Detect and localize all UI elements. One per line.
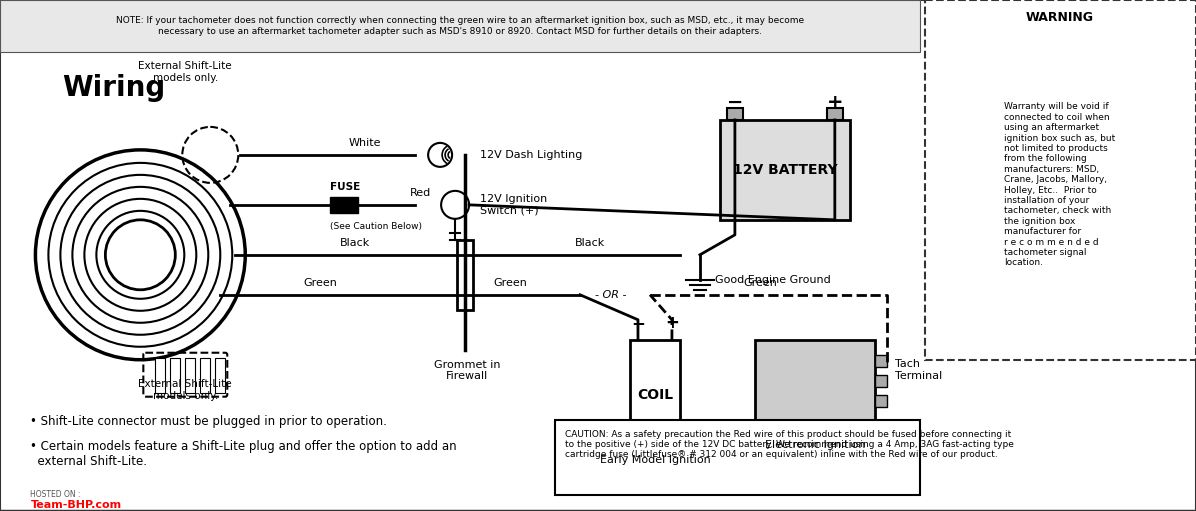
Bar xyxy=(155,358,165,393)
Bar xyxy=(630,340,681,435)
Bar xyxy=(555,420,920,495)
Bar xyxy=(925,0,1196,360)
Bar xyxy=(170,358,181,393)
Text: WARNING: WARNING xyxy=(1026,11,1093,25)
Bar xyxy=(874,375,886,387)
Text: COIL: COIL xyxy=(637,388,673,402)
Text: CAUTION: As a safety precaution the Red wire of this product should be fused bef: CAUTION: As a safety precaution the Red … xyxy=(565,430,1014,459)
Text: NOTE: If your tachometer does not function correctly when connecting the green w: NOTE: If your tachometer does not functi… xyxy=(116,16,804,36)
Text: White: White xyxy=(349,138,382,148)
Circle shape xyxy=(428,143,452,167)
Text: −: − xyxy=(631,314,645,332)
Text: • Certain models feature a Shift-Lite plug and offer the option to add an
  exte: • Certain models feature a Shift-Lite pl… xyxy=(30,439,457,468)
Text: External Shift-Lite
models only.: External Shift-Lite models only. xyxy=(139,379,232,401)
Text: Green: Green xyxy=(493,278,527,288)
Text: +: + xyxy=(665,314,679,332)
Text: Black: Black xyxy=(340,238,371,248)
Text: FUSE: FUSE xyxy=(330,182,360,192)
Bar xyxy=(755,340,874,425)
Bar xyxy=(185,358,195,393)
Bar xyxy=(826,108,843,120)
Bar xyxy=(874,355,886,367)
Text: External Shift-Lite
models only.: External Shift-Lite models only. xyxy=(139,61,232,83)
Circle shape xyxy=(441,191,469,219)
Text: 12V Dash Lighting: 12V Dash Lighting xyxy=(480,150,582,160)
Text: (See Caution Below): (See Caution Below) xyxy=(330,222,422,231)
Text: +: + xyxy=(826,93,843,112)
Text: Grommet in
Firewall: Grommet in Firewall xyxy=(434,360,500,381)
Bar xyxy=(0,0,920,52)
Text: Good Engine Ground: Good Engine Ground xyxy=(715,275,831,285)
Bar xyxy=(874,394,886,407)
Text: Green: Green xyxy=(304,278,337,288)
Text: 12V Ignition
Switch (+): 12V Ignition Switch (+) xyxy=(480,194,548,216)
Text: • Shift-Lite connector must be plugged in prior to operation.: • Shift-Lite connector must be plugged i… xyxy=(30,415,388,428)
Text: Tach
Terminal: Tach Terminal xyxy=(895,359,942,381)
Text: Green: Green xyxy=(743,278,777,288)
Circle shape xyxy=(105,220,176,290)
Text: Warranty will be void if
connected to coil when
using an aftermarket
ignition bo: Warranty will be void if connected to co… xyxy=(1003,102,1116,267)
Text: −: − xyxy=(727,93,743,112)
Text: Team-BHP.com: Team-BHP.com xyxy=(30,500,122,509)
Bar xyxy=(720,120,850,220)
Text: Black: Black xyxy=(575,238,605,248)
Bar xyxy=(727,108,743,120)
Bar xyxy=(215,358,225,393)
Text: Red: Red xyxy=(410,188,432,198)
Text: HOSTED ON :: HOSTED ON : xyxy=(30,490,81,499)
Text: - OR -: - OR - xyxy=(594,290,627,300)
Bar xyxy=(457,240,474,310)
Text: 12V BATTERY: 12V BATTERY xyxy=(732,163,837,177)
Text: Wiring: Wiring xyxy=(62,74,166,102)
Bar xyxy=(200,358,210,393)
Bar xyxy=(330,197,358,213)
Text: Early Model Ignition: Early Model Ignition xyxy=(599,455,710,464)
Text: Electronic Ignition: Electronic Ignition xyxy=(764,439,865,450)
